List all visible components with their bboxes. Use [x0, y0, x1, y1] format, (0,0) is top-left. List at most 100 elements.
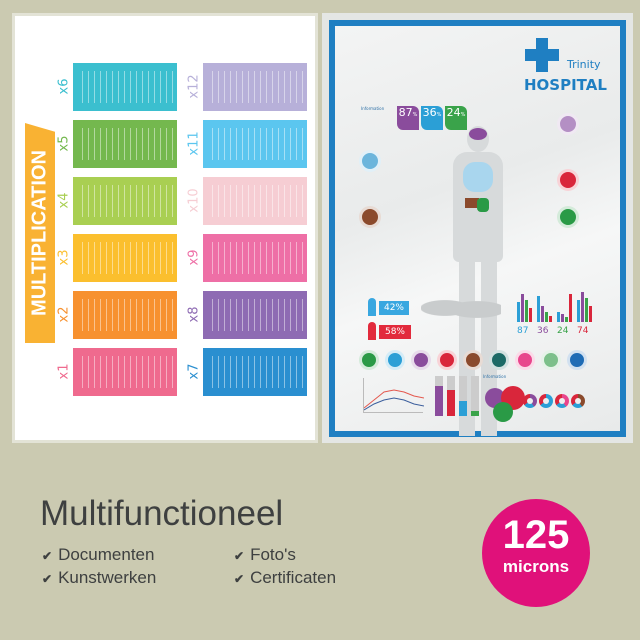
bar — [569, 294, 572, 322]
stat-box: 36% — [421, 106, 443, 130]
heart-icon — [557, 169, 579, 191]
stat-value: 24 — [446, 106, 461, 119]
microns-badge: 125 microns — [482, 499, 590, 607]
times-table-block — [203, 348, 307, 396]
bar-stat-value: 87 — [517, 326, 529, 336]
organ-icon — [359, 350, 379, 370]
stat-box: 24% — [445, 106, 467, 130]
bar — [525, 300, 528, 322]
bar — [537, 296, 540, 322]
times-table-label: x9 — [186, 249, 202, 266]
bar — [565, 317, 568, 322]
poster-frame: Trinity HOSPITAL Information 87% 36% 24% 4… — [329, 20, 626, 437]
check-icon: ✔ — [42, 549, 53, 563]
bar-group — [537, 292, 555, 322]
bar — [585, 298, 588, 322]
column-chart — [435, 376, 480, 416]
organ-icon — [541, 350, 561, 370]
medical-cross-icon — [525, 38, 559, 72]
feature-label: Certificaten — [250, 568, 337, 587]
brand-small: Trinity — [567, 58, 601, 71]
donut-chart — [555, 394, 569, 408]
bar-group — [557, 292, 575, 322]
multiplication-poster: MULTIPLICATION x6 x5 x4 x3 x2 x1 x12 x11 x10 x9 x8… — [12, 13, 318, 443]
donut-chart — [539, 394, 553, 408]
times-table-label: x8 — [186, 306, 202, 323]
times-table-label: x12 — [186, 74, 202, 99]
check-icon: ✔ — [42, 572, 53, 586]
female-icon — [368, 322, 376, 340]
times-table-label: x10 — [186, 188, 202, 213]
bar — [545, 312, 548, 322]
times-table-label: x3 — [56, 249, 72, 266]
feature-label: Foto's — [250, 545, 296, 564]
bar-stat-value: 74 — [577, 326, 589, 336]
stat-box: 87% — [397, 106, 419, 130]
line-chart — [363, 378, 425, 413]
times-table-block — [73, 120, 177, 168]
times-table-block — [73, 234, 177, 282]
bar — [581, 292, 584, 322]
stat-value: 87 — [398, 106, 413, 119]
bar — [577, 300, 580, 322]
banner-text: MULTIPLICATION — [28, 150, 51, 316]
info-label-2: Information — [483, 374, 507, 379]
times-table-block — [73, 63, 177, 111]
times-table-block — [203, 291, 307, 339]
times-table-label: x4 — [56, 192, 72, 209]
times-table-label: x11 — [186, 131, 202, 156]
donut-chart — [523, 394, 537, 408]
bar-group — [577, 292, 595, 322]
times-table-block — [203, 63, 307, 111]
times-table-label: x1 — [56, 363, 72, 380]
check-icon: ✔ — [234, 572, 245, 586]
bar-stat-value: 36 — [537, 326, 549, 336]
bar — [549, 316, 552, 322]
feature-label: Kunstwerken — [58, 568, 157, 587]
bar — [517, 302, 520, 322]
times-table-block — [73, 177, 177, 225]
bar — [557, 312, 560, 322]
times-table-block — [203, 177, 307, 225]
organ-icon — [437, 350, 457, 370]
male-pct: 42% — [379, 301, 409, 315]
times-table-block — [203, 234, 307, 282]
feature-item: ✔ Documenten — [42, 545, 154, 565]
feature-item: ✔ Certificaten — [234, 568, 336, 588]
times-table-label: x5 — [56, 135, 72, 152]
organ-icon — [385, 350, 405, 370]
stat-unit: % — [412, 112, 418, 118]
bar — [561, 314, 564, 322]
badge-number: 125 — [502, 513, 570, 557]
times-table-label: x6 — [56, 78, 72, 95]
bar — [529, 308, 532, 322]
feature-item: ✔ Foto's — [234, 545, 296, 565]
badge-unit: microns — [502, 557, 570, 576]
times-table-block — [73, 348, 177, 396]
feature-label: Documenten — [58, 545, 155, 564]
organ-icon — [567, 350, 587, 370]
headline: Multifunctioneel — [40, 494, 284, 533]
female-pct: 58% — [379, 325, 411, 339]
male-icon — [368, 298, 376, 316]
donut-chart — [571, 394, 585, 408]
organ-icon — [515, 350, 535, 370]
bar — [541, 306, 544, 322]
liver-icon — [359, 206, 381, 228]
stat-value: 36 — [422, 106, 437, 119]
multiplication-banner: MULTIPLICATION — [25, 123, 55, 343]
times-table-label: x2 — [56, 306, 72, 323]
bar-stat-value: 24 — [557, 326, 569, 336]
stomach-icon — [557, 206, 579, 228]
times-table-block — [203, 120, 307, 168]
venn-diagram — [485, 386, 535, 426]
bar-group — [517, 292, 535, 322]
bar — [589, 306, 592, 322]
world-map — [421, 296, 501, 326]
info-label: Information — [361, 106, 385, 111]
organ-icon — [489, 350, 509, 370]
brain-icon — [557, 113, 579, 135]
organ-icon — [463, 350, 483, 370]
stat-unit: % — [436, 112, 442, 118]
feature-item: ✔ Kunstwerken — [42, 568, 156, 588]
